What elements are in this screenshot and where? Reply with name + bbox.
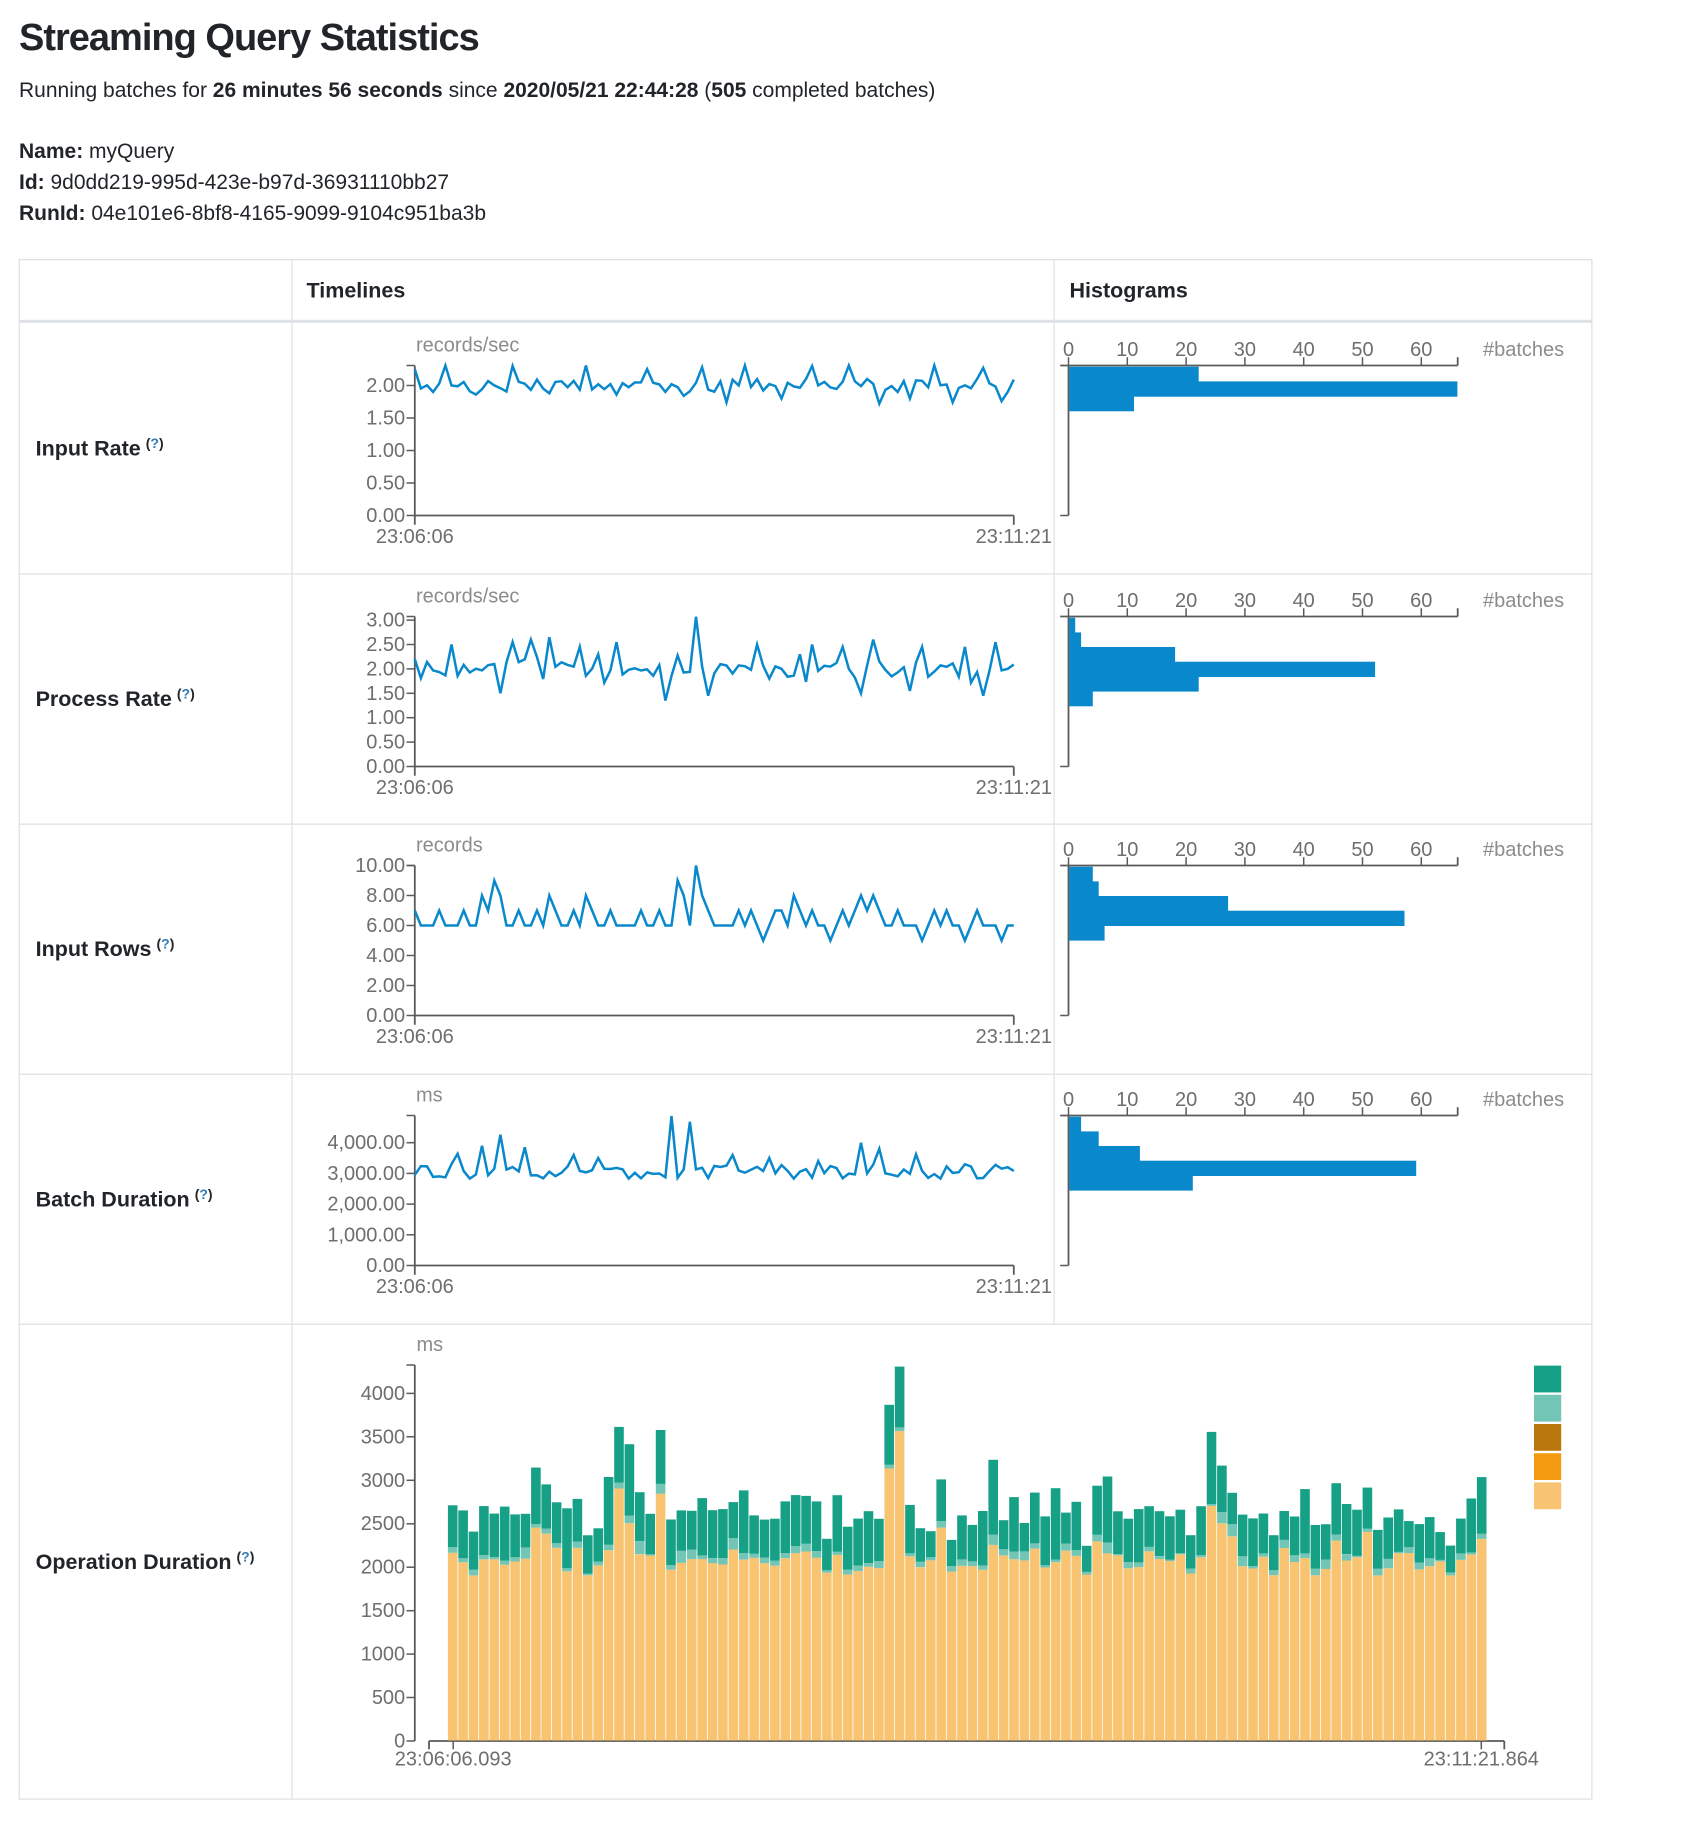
svg-text:0: 0 [1063,590,1074,612]
svg-text:40: 40 [1293,1089,1315,1111]
svg-text:23:06:06: 23:06:06 [376,526,454,548]
svg-text:Name: myQuery: Name: myQuery [19,140,175,163]
svg-text:Id: 9d0dd219-995d-423e-b97d-36: Id: 9d0dd219-995d-423e-b97d-36931110bb27 [19,171,449,194]
svg-text:1.50: 1.50 [366,408,405,430]
svg-text:0.00: 0.00 [366,756,405,778]
svg-text:0: 0 [1063,339,1074,361]
svg-text:4,000.00: 4,000.00 [327,1132,405,1154]
svg-text:1,000.00: 1,000.00 [327,1224,405,1246]
svg-text:8.00: 8.00 [366,885,405,907]
svg-text:ms: ms [417,1334,444,1356]
svg-text:1.00: 1.00 [366,440,405,462]
svg-text:0.50: 0.50 [366,473,405,495]
svg-text:2.00: 2.00 [366,658,405,680]
svg-text:records/sec: records/sec [416,335,519,357]
svg-text:0.00: 0.00 [366,505,405,527]
svg-text:1000: 1000 [361,1644,406,1666]
svg-text:2,000.00: 2,000.00 [327,1194,405,1216]
svg-text:0.00: 0.00 [366,1005,405,1027]
svg-text:4.00: 4.00 [366,945,405,967]
svg-text:0.50: 0.50 [366,732,405,754]
svg-text:Input Rows(?): Input Rows (?) [36,936,175,962]
svg-text:40: 40 [1293,339,1315,361]
svg-text:23:11:21: 23:11:21 [976,777,1052,799]
svg-text:30: 30 [1234,839,1256,861]
svg-text:20: 20 [1175,339,1197,361]
svg-text:Operation Duration(?): Operation Duration (?) [36,1549,255,1575]
svg-text:30: 30 [1234,590,1256,612]
svg-text:Batch Duration(?): Batch Duration (?) [36,1186,213,1212]
svg-text:60: 60 [1410,339,1432,361]
svg-text:Streaming Query Statistics: Streaming Query Statistics [19,17,479,59]
svg-text:#batches: #batches [1483,339,1564,361]
svg-text:2.50: 2.50 [366,634,405,656]
svg-text:60: 60 [1410,839,1432,861]
svg-text:3500: 3500 [361,1426,406,1448]
svg-text:#batches: #batches [1483,839,1564,861]
svg-text:#batches: #batches [1483,590,1564,612]
svg-text:3,000.00: 3,000.00 [327,1163,405,1185]
svg-text:10: 10 [1116,339,1138,361]
svg-text:23:11:21: 23:11:21 [976,1276,1052,1298]
svg-text:23:06:06: 23:06:06 [376,1026,454,1048]
svg-text:0: 0 [1063,839,1074,861]
svg-text:3.00: 3.00 [366,610,405,632]
svg-text:records: records [416,835,483,857]
svg-text:1.00: 1.00 [366,707,405,729]
svg-text:1.50: 1.50 [366,683,405,705]
svg-text:50: 50 [1351,839,1373,861]
svg-text:2500: 2500 [361,1513,406,1535]
svg-text:20: 20 [1175,1089,1197,1111]
svg-text:6.00: 6.00 [366,915,405,937]
svg-text:50: 50 [1351,1089,1373,1111]
svg-text:Process Rate(?): Process Rate (?) [36,686,195,712]
svg-text:Histograms: Histograms [1070,279,1188,303]
svg-text:3000: 3000 [361,1470,406,1492]
svg-text:4000: 4000 [361,1383,406,1405]
svg-text:1500: 1500 [361,1600,406,1622]
svg-text:10.00: 10.00 [355,855,405,877]
svg-text:60: 60 [1410,590,1432,612]
svg-text:23:06:06.093: 23:06:06.093 [395,1749,512,1771]
svg-text:23:11:21: 23:11:21 [976,1026,1052,1048]
svg-text:ms: ms [416,1085,443,1107]
svg-text:0: 0 [1063,1089,1074,1111]
svg-text:50: 50 [1351,590,1373,612]
svg-text:2000: 2000 [361,1557,406,1579]
svg-text:20: 20 [1175,590,1197,612]
svg-text:23:11:21.864: 23:11:21.864 [1424,1749,1539,1771]
svg-text:2.00: 2.00 [366,375,405,397]
svg-text:records/sec: records/sec [416,586,519,608]
svg-text:60: 60 [1410,1089,1432,1111]
svg-text:Timelines: Timelines [307,279,406,303]
svg-text:40: 40 [1293,839,1315,861]
svg-text:40: 40 [1293,590,1315,612]
svg-text:RunId: 04e101e6-8bf8-4165-9099: RunId: 04e101e6-8bf8-4165-9099-9104c951b… [19,202,486,225]
svg-text:30: 30 [1234,1089,1256,1111]
svg-text:0.00: 0.00 [366,1255,405,1277]
svg-text:10: 10 [1116,590,1138,612]
svg-text:Input Rate(?): Input Rate (?) [36,435,164,461]
svg-text:20: 20 [1175,839,1197,861]
svg-text:23:11:21: 23:11:21 [976,526,1052,548]
svg-text:2.00: 2.00 [366,975,405,997]
svg-text:#batches: #batches [1483,1089,1564,1111]
svg-text:500: 500 [372,1687,405,1709]
svg-text:0: 0 [394,1731,405,1753]
svg-text:23:06:06: 23:06:06 [376,777,454,799]
svg-text:Running batches for 26 minutes: Running batches for 26 minutes 56 second… [19,79,935,102]
svg-text:10: 10 [1116,839,1138,861]
svg-text:30: 30 [1234,339,1256,361]
svg-text:50: 50 [1351,339,1373,361]
svg-text:10: 10 [1116,1089,1138,1111]
svg-text:23:06:06: 23:06:06 [376,1276,454,1298]
